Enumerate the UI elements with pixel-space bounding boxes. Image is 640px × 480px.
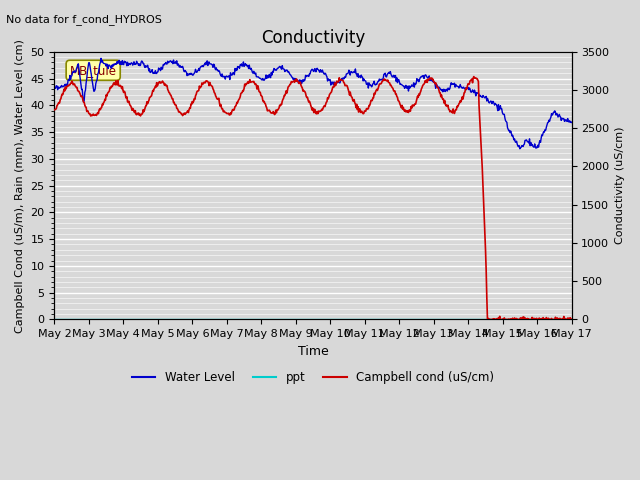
- Text: No data for f_cond_HYDROS: No data for f_cond_HYDROS: [6, 14, 163, 25]
- Legend: Water Level, ppt, Campbell cond (uS/cm): Water Level, ppt, Campbell cond (uS/cm): [127, 366, 499, 388]
- Y-axis label: Campbell Cond (uS/m), Rain (mm), Water Level (cm): Campbell Cond (uS/m), Rain (mm), Water L…: [15, 38, 25, 333]
- Y-axis label: Conductivity (uS/cm): Conductivity (uS/cm): [615, 127, 625, 244]
- X-axis label: Time: Time: [298, 345, 328, 358]
- Text: MB_tule: MB_tule: [70, 64, 116, 77]
- Title: Conductivity: Conductivity: [261, 29, 365, 48]
